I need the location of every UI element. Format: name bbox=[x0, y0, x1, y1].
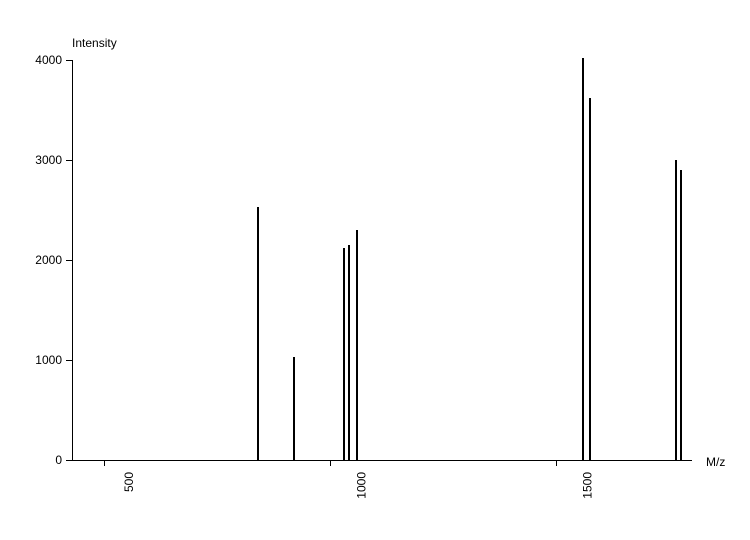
spectrum-peak bbox=[257, 207, 259, 460]
spectrum-peak bbox=[356, 230, 358, 461]
y-tick-label: 4000 bbox=[22, 53, 62, 67]
x-axis-title-text: M/z bbox=[706, 455, 725, 469]
y-tick bbox=[66, 60, 72, 61]
x-axis-line bbox=[72, 460, 692, 461]
x-tick-label: 1500 bbox=[581, 472, 595, 499]
y-tick bbox=[66, 260, 72, 261]
spectrum-peak bbox=[675, 160, 677, 460]
y-tick-label: 1000 bbox=[22, 353, 62, 367]
x-tick-label: 1000 bbox=[355, 472, 369, 499]
spectrum-peak bbox=[589, 98, 591, 460]
x-axis-title: M/z bbox=[706, 455, 725, 469]
x-tick bbox=[104, 460, 105, 466]
spectrum-peak bbox=[343, 248, 345, 460]
y-tick-label: 2000 bbox=[22, 253, 62, 267]
x-tick bbox=[556, 460, 557, 466]
y-tick bbox=[66, 460, 72, 461]
x-tick bbox=[330, 460, 331, 466]
spectrum-peak bbox=[582, 58, 584, 460]
y-tick bbox=[66, 360, 72, 361]
y-tick-label: 0 bbox=[22, 453, 62, 467]
y-axis-line bbox=[72, 60, 73, 460]
x-tick-label: 500 bbox=[122, 472, 136, 492]
spectrum-peak bbox=[348, 245, 350, 460]
y-axis-title-text: Intensity bbox=[72, 36, 117, 50]
y-tick-label: 3000 bbox=[22, 153, 62, 167]
y-tick bbox=[66, 160, 72, 161]
y-axis-title: Intensity bbox=[72, 36, 117, 50]
spectrum-peak bbox=[680, 170, 682, 460]
spectrum-peak bbox=[293, 357, 295, 460]
mass-spectrum-chart: Intensity M/z 0 1000 2000 3000 4000 500 1000 1… bbox=[0, 0, 750, 540]
